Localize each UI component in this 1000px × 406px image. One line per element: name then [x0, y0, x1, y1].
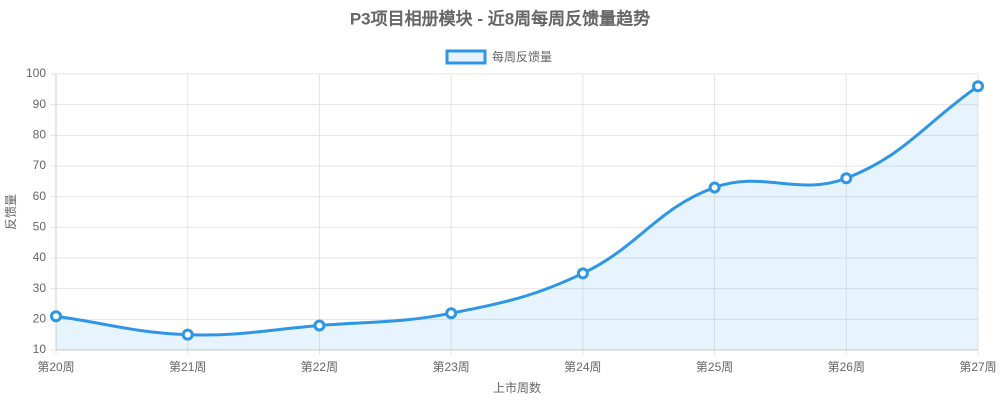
- legend-label: 每周反馈量: [492, 49, 552, 64]
- x-tick-label: 第27周: [959, 360, 996, 374]
- x-tick-label: 第24周: [564, 360, 601, 374]
- point: [708, 181, 721, 194]
- legend-swatch: [445, 49, 487, 65]
- y-tick-label: 50: [33, 220, 47, 234]
- x-tick-label: 第20周: [37, 360, 74, 374]
- point: [972, 80, 984, 93]
- x-axis-title: 上市周数: [493, 380, 541, 395]
- y-tick-label: 60: [33, 189, 47, 203]
- point: [50, 310, 62, 323]
- x-tick-label: 第21周: [169, 360, 206, 374]
- point: [313, 319, 326, 332]
- y-tick-label: 100: [26, 66, 46, 80]
- y-axis-title: 反馈量: [4, 194, 18, 230]
- chart-title: P3项目相册模块 - 近8周每周反馈量趋势: [350, 8, 650, 28]
- point: [576, 267, 589, 280]
- x-tick-label: 第22周: [301, 360, 338, 374]
- x-tick-label: 第26周: [828, 360, 865, 374]
- x-tick-label: 第23周: [432, 360, 469, 374]
- y-tick-label: 20: [33, 312, 47, 326]
- y-tick-label: 10: [33, 342, 47, 356]
- x-tick-label: 第25周: [696, 360, 733, 374]
- point: [181, 328, 194, 341]
- y-tick-label: 40: [33, 250, 47, 264]
- line: [55, 85, 979, 337]
- y-tick-label: 30: [33, 281, 47, 295]
- y-tick-label: 90: [33, 97, 47, 111]
- y-tick-label: 80: [33, 128, 47, 142]
- point: [840, 172, 853, 185]
- point: [445, 307, 458, 320]
- y-tick-label: 70: [33, 158, 47, 172]
- area: [56, 86, 978, 351]
